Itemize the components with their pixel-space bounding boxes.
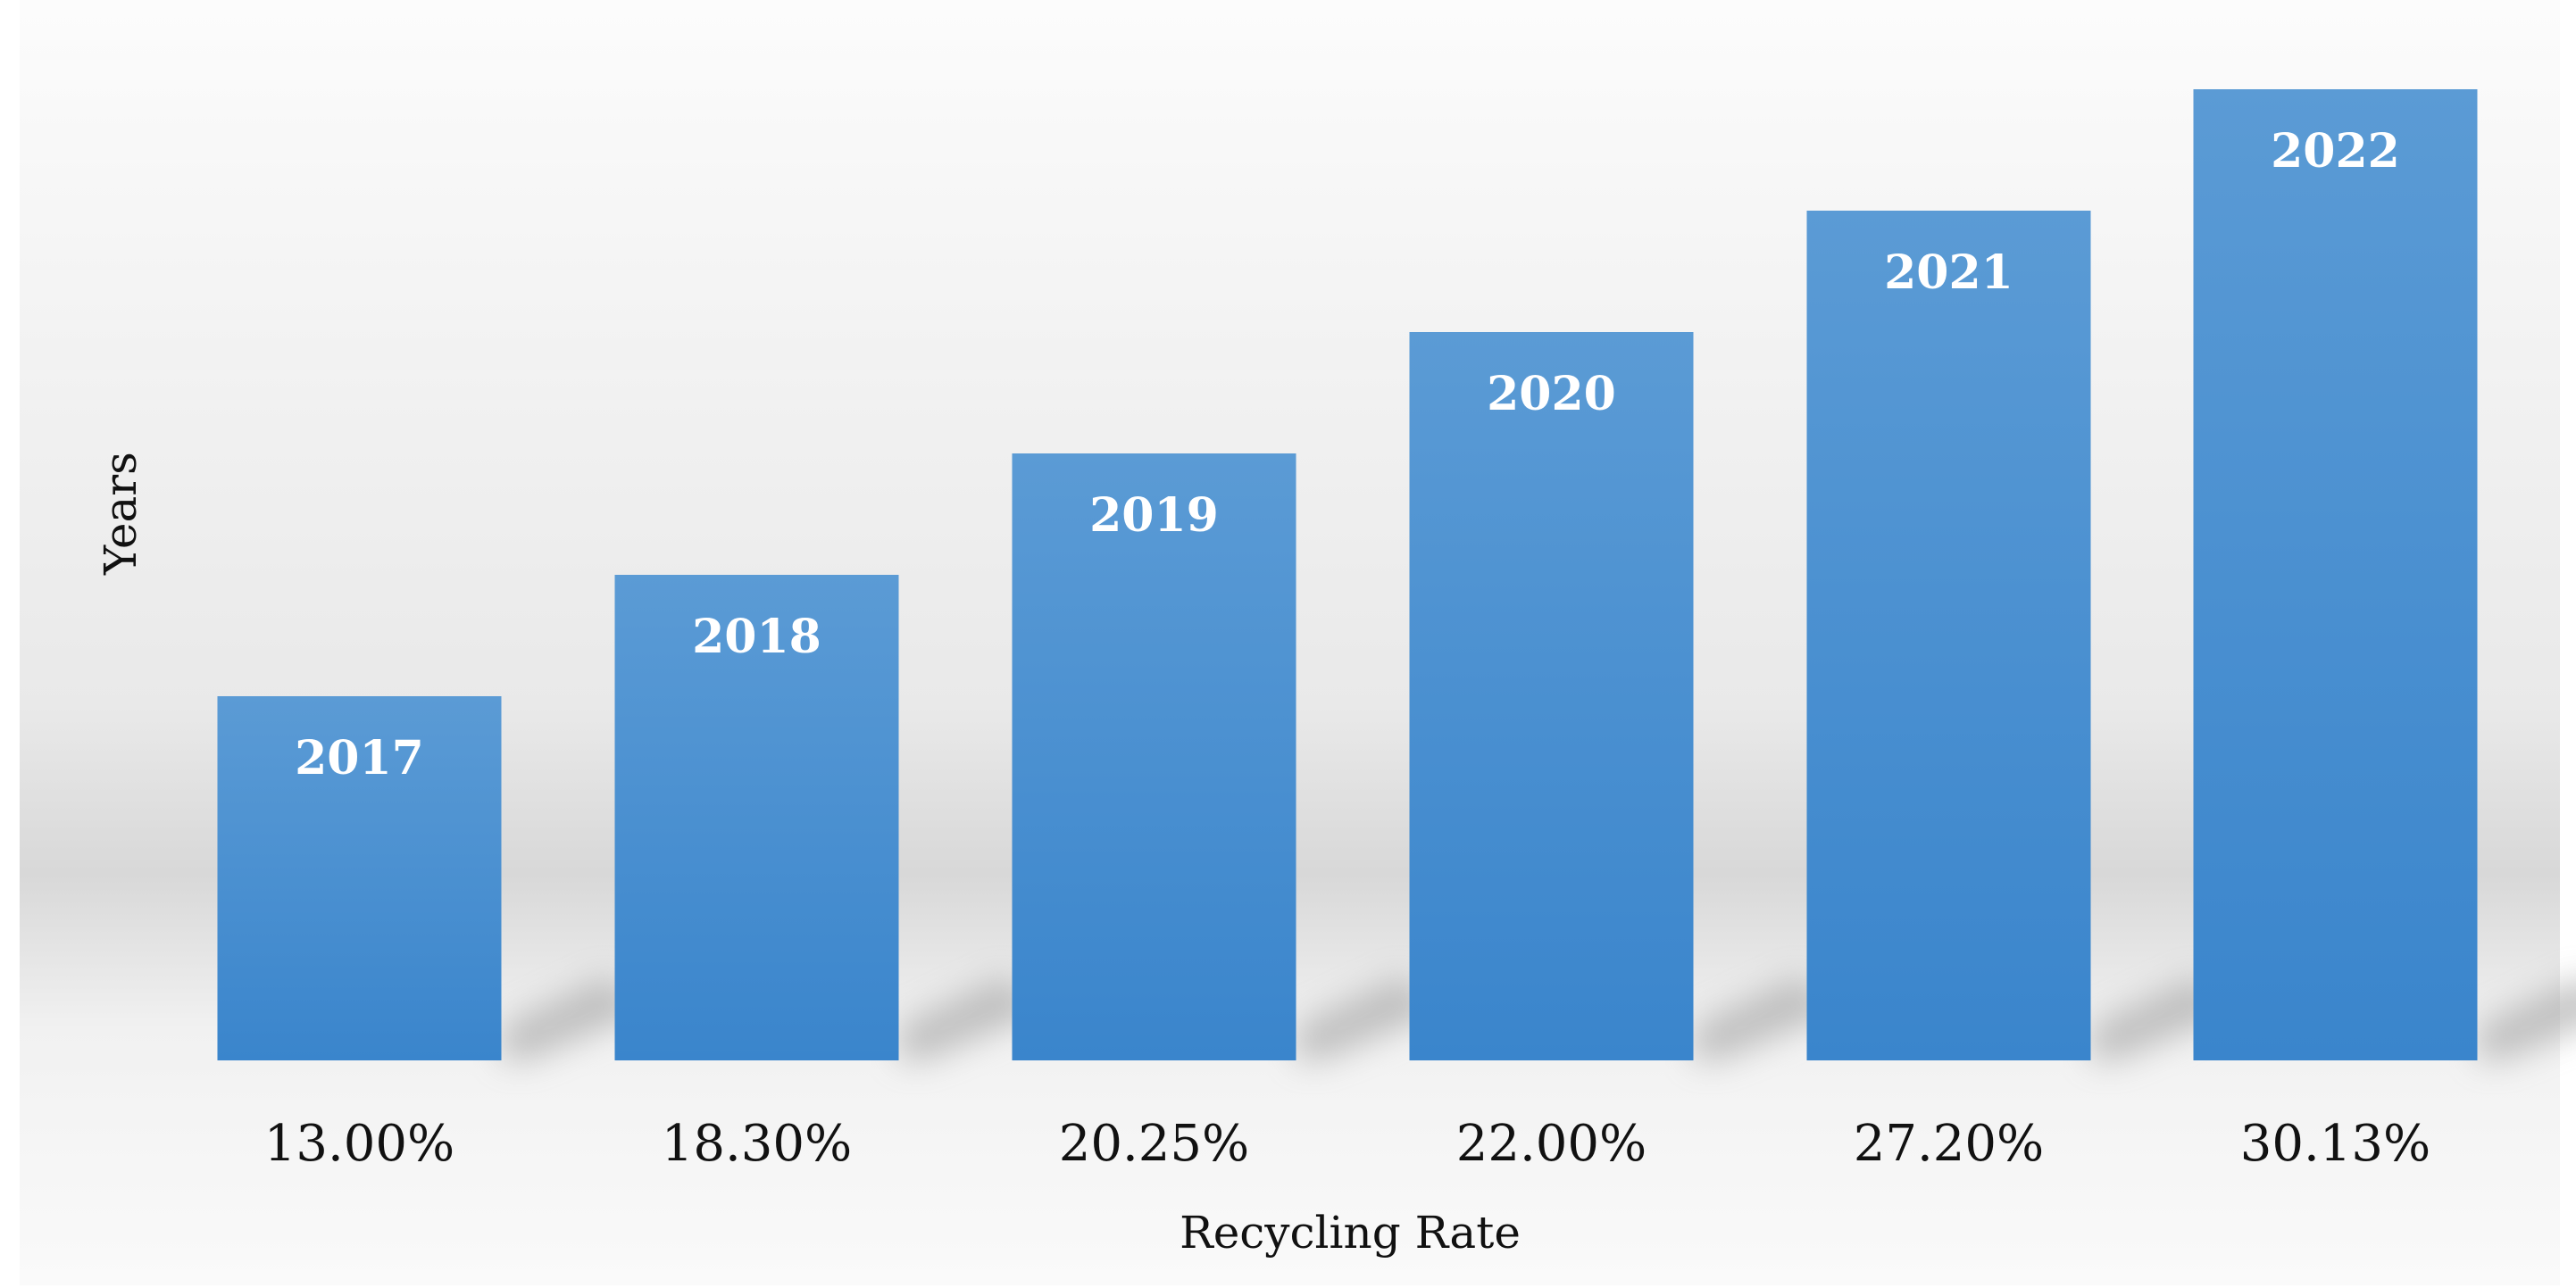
x-tick-label: 22.00%	[1456, 1115, 1647, 1173]
bar-shadow	[2477, 979, 2576, 1060]
x-axis-title: Recycling Rate	[1180, 1207, 1521, 1259]
bar-shadow	[1296, 976, 1439, 1060]
bar	[614, 575, 899, 1060]
bar-data-label: 2021	[1884, 245, 2013, 300]
bar-shadow	[898, 976, 1042, 1060]
bar	[2193, 89, 2478, 1060]
x-tick-label: 18.30%	[662, 1115, 853, 1173]
bar-data-label: 2020	[1487, 367, 1616, 421]
bar	[1409, 332, 1694, 1060]
x-tick-labels: 13.00% 18.30% 20.25% 22.00% 27.20% 30.13%	[264, 1115, 2431, 1173]
x-tick-label: 30.13%	[2240, 1115, 2431, 1173]
bar-data-label: 2018	[692, 610, 821, 664]
x-tick-label: 20.25%	[1059, 1115, 1250, 1173]
bar-shadows	[501, 976, 2576, 1060]
y-axis-title: Years	[95, 452, 146, 576]
x-tick-label: 27.20%	[1854, 1115, 2045, 1173]
bar-shadow	[501, 976, 645, 1060]
bars	[217, 89, 2478, 1060]
bar	[1806, 211, 2091, 1060]
bar-data-label: 2022	[2271, 124, 2400, 179]
bar-data-labels: 2017 2018 2019 2020 2021 2022	[295, 124, 2400, 785]
bar-data-label: 2017	[295, 731, 424, 785]
x-tick-label: 13.00%	[264, 1115, 455, 1173]
bar-shadow	[1693, 976, 1837, 1060]
bar	[1012, 453, 1296, 1060]
bar-data-label: 2019	[1089, 488, 1219, 543]
bar	[217, 696, 502, 1060]
